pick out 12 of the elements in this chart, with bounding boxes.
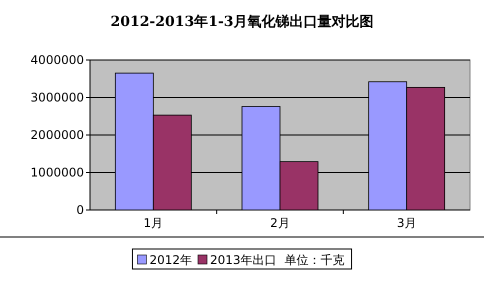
x-tick-label: 2月 (270, 216, 290, 230)
legend-label: 2012年 (149, 253, 192, 267)
legend-label: 2013年出口 (210, 253, 277, 267)
y-tick-label: 4000000 (30, 53, 84, 67)
title: 2012-2013年1-3月氧化锑出口量对比图 (110, 14, 374, 30)
y-tick-label: 0 (76, 203, 84, 217)
x-tick-label: 1月 (144, 216, 164, 230)
y-tick-label: 2000000 (30, 128, 84, 142)
text: 单位：千克 (284, 253, 345, 267)
y-tick-label: 1000000 (30, 166, 84, 180)
x-tick-label: 3月 (396, 216, 416, 230)
y-tick-label: 3000000 (30, 90, 84, 104)
